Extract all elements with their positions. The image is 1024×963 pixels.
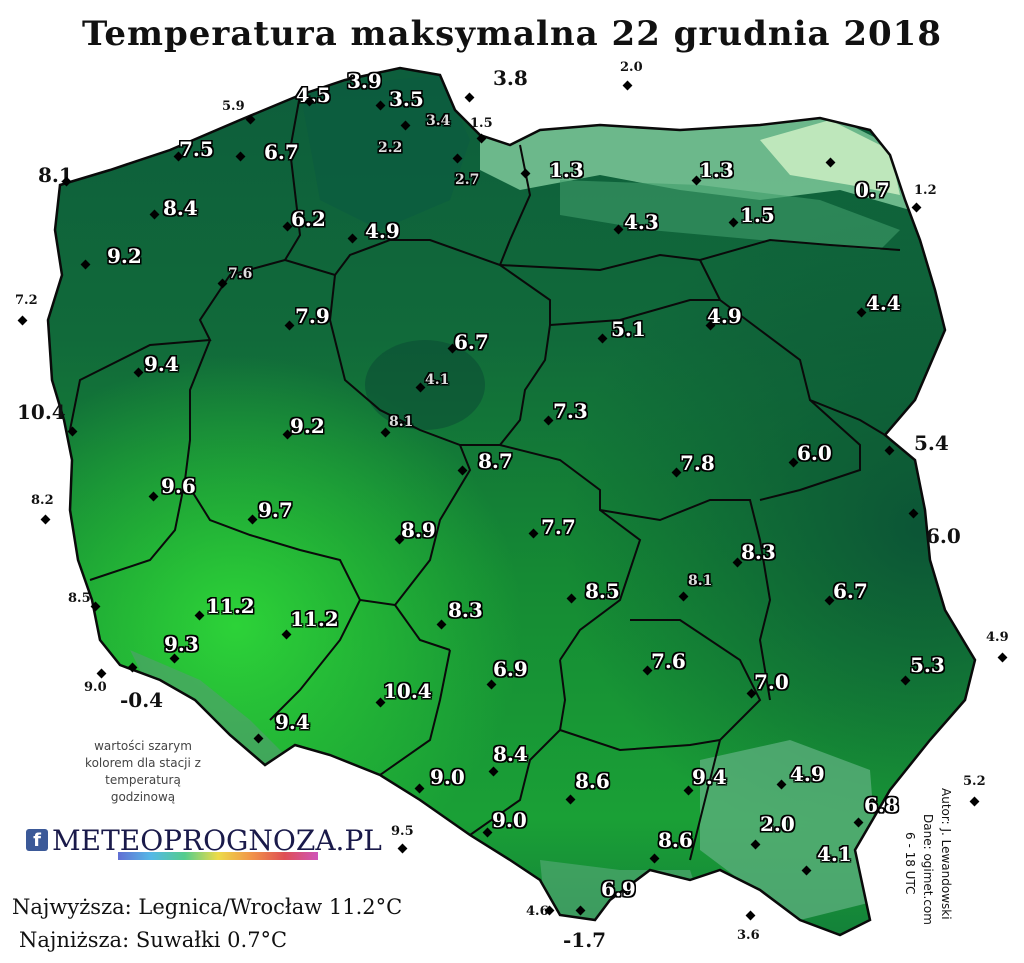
station-value: 8.9 (401, 518, 436, 542)
station-value: 9.7 (258, 498, 293, 522)
station-value: 9.4 (144, 352, 179, 376)
station-value: 1.5 (470, 116, 493, 131)
station-value: 6.9 (601, 877, 636, 901)
station-value: 2.0 (620, 60, 643, 75)
station-value: 2.7 (455, 172, 480, 188)
station-value: 7.8 (680, 451, 715, 475)
station-value: 9.0 (492, 808, 527, 832)
station-value: 9.3 (164, 632, 199, 656)
station-value: 5.1 (611, 317, 646, 341)
station-value: 4.6 (526, 904, 549, 919)
station-value: 6.7 (264, 140, 299, 164)
station-value: -1.7 (563, 928, 607, 952)
meteoprognoza-logo[interactable]: f METEOPROGNOZA.PL (26, 820, 382, 860)
station-value: 5.3 (910, 653, 945, 677)
credit-author: Autor: J. Lewandowski (939, 788, 953, 920)
station-value: 6.7 (454, 330, 489, 354)
station-value: 1.3 (549, 158, 584, 182)
station-value: 3.5 (389, 87, 424, 111)
station-value: 7.2 (15, 293, 38, 308)
station-value: 9.4 (692, 765, 727, 789)
station-value: 3.4 (426, 113, 451, 129)
station-value: 5.9 (222, 99, 245, 114)
station-value: 8.3 (448, 598, 483, 622)
station-value: 7.9 (295, 304, 330, 328)
station-value: 7.7 (541, 515, 576, 539)
station-value: 9.0 (430, 765, 465, 789)
station-value: 1.3 (699, 158, 734, 182)
station-value: 3.9 (347, 69, 382, 93)
station-value: 4.3 (624, 210, 659, 234)
station-value: 7.0 (754, 670, 789, 694)
station-value: 1.5 (740, 203, 775, 227)
station-value: 6.8 (864, 793, 899, 817)
station-value: 4.9 (790, 762, 825, 786)
station-value: 3.6 (737, 928, 760, 943)
station-value: 4.1 (817, 842, 852, 866)
station-value: 1.2 (914, 183, 937, 198)
facebook-icon[interactable]: f (26, 829, 48, 851)
station-value: 4.1 (425, 372, 450, 388)
station-value: 7.5 (179, 137, 214, 161)
station-value: 6.0 (797, 441, 832, 465)
station-value: 8.3 (741, 540, 776, 564)
station-value: 7.6 (651, 649, 686, 673)
station-value: 3.8 (493, 66, 528, 90)
station-value: 9.2 (290, 414, 325, 438)
station-value: 11.2 (206, 594, 255, 618)
station-value: 0.7 (855, 178, 890, 202)
highest-temperature: Najwyższa: Legnica/Wrocław 11.2°C (12, 895, 403, 919)
lowest-temperature: Najniższa: Suwałki 0.7°C (19, 928, 288, 952)
station-value: 8.6 (575, 769, 610, 793)
logo-color-bar (118, 852, 318, 860)
station-value: 8.5 (68, 591, 91, 606)
station-value: 4.5 (296, 83, 331, 107)
station-value: 8.1 (688, 573, 713, 589)
grey-values-note: wartości szarym kolorem dla stacji z tem… (85, 739, 201, 804)
station-value: 9.2 (107, 244, 142, 268)
station-value: 10.4 (17, 400, 66, 424)
station-value: 4.9 (986, 630, 1009, 645)
station-value: 5.2 (963, 774, 986, 789)
station-value: 8.4 (493, 742, 528, 766)
station-value: 5.4 (914, 431, 949, 455)
credit-data: Dane: ogimet.com (921, 814, 935, 925)
station-value: 11.2 (290, 607, 339, 631)
station-value: 8.2 (31, 493, 54, 508)
station-value: 9.0 (84, 680, 107, 695)
station-value: 6.7 (833, 579, 868, 603)
station-value: 6.9 (493, 657, 528, 681)
map-title: Temperatura maksymalna 22 grudnia 2018 (82, 14, 942, 54)
station-value: 10.4 (383, 679, 432, 703)
station-value: 7.6 (228, 266, 253, 282)
station-value: 9.5 (391, 824, 414, 839)
station-value: 2.0 (760, 812, 795, 836)
station-value: 6.0 (926, 524, 961, 548)
station-value: 8.6 (658, 828, 693, 852)
station-value: 8.1 (389, 414, 414, 430)
logo-text[interactable]: METEOPROGNOZA.PL (52, 823, 382, 857)
station-value: 6.2 (291, 207, 326, 231)
station-value: -0.4 (120, 688, 164, 712)
station-value: 4.4 (866, 291, 901, 315)
credit-time: 6 - 18 UTC (903, 832, 917, 895)
station-value: 8.7 (478, 449, 513, 473)
station-value: 2.2 (378, 140, 403, 156)
station-value: 7.3 (553, 399, 588, 423)
station-value: 4.9 (365, 219, 400, 243)
station-value: 9.4 (275, 710, 310, 734)
station-value: 8.5 (585, 579, 620, 603)
station-value: 8.4 (163, 196, 198, 220)
credits: Autor: J. Lewandowski Dane: ogimet.com 6… (895, 788, 965, 948)
station-value: 9.6 (161, 474, 196, 498)
